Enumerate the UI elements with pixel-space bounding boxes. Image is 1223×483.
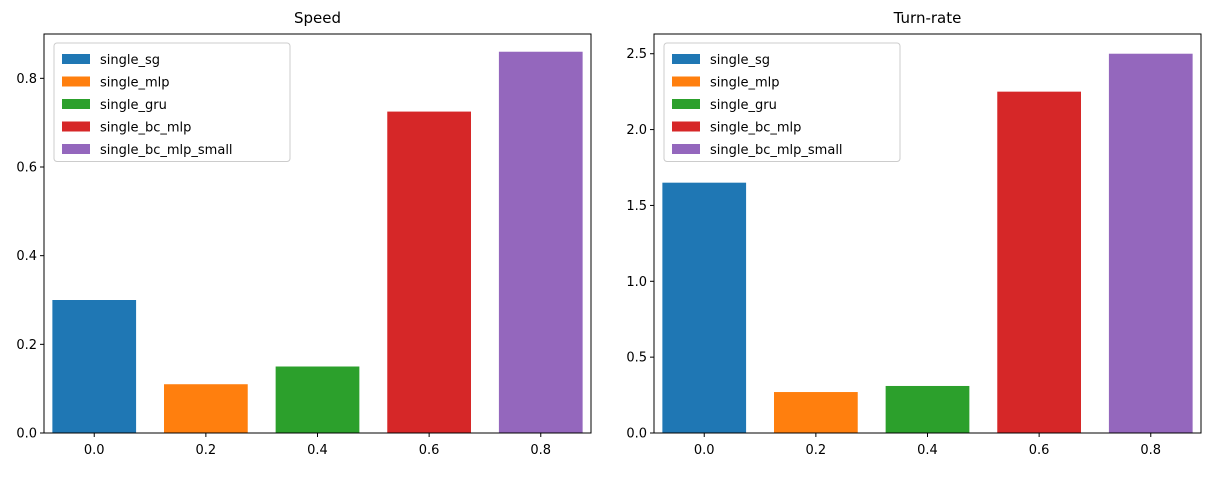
chart0-xtick-label: 0.6 bbox=[419, 443, 440, 458]
chart0-ytick-label: 0.0 bbox=[16, 427, 37, 442]
chart1-legend-swatch-single_bc_mlp_small bbox=[672, 144, 700, 154]
chart1-title: Turn-rate bbox=[893, 9, 962, 27]
chart0-legend-swatch-single_bc_mlp_small bbox=[62, 144, 90, 154]
chart0-bar-single_bc_mlp bbox=[387, 111, 471, 433]
chart0-xtick-label: 0.4 bbox=[307, 443, 328, 458]
chart1-ytick-label: 0.5 bbox=[626, 351, 647, 366]
chart0-legend-label-single_bc_mlp_small: single_bc_mlp_small bbox=[100, 143, 233, 158]
chart1-legend-swatch-single_mlp bbox=[672, 76, 700, 87]
chart0-legend-swatch-single_gru bbox=[62, 99, 90, 109]
chart0-legend-swatch-single_sg bbox=[62, 54, 90, 64]
chart1-bar-single_sg bbox=[662, 182, 747, 433]
chart1-bar-single_bc_mlp bbox=[997, 91, 1081, 433]
chart0-bar-single_sg bbox=[52, 300, 137, 433]
chart1-legend-swatch-single_bc_mlp bbox=[672, 121, 700, 132]
chart0-legend-swatch-single_mlp bbox=[62, 76, 90, 87]
chart0-legend-swatch-single_bc_mlp bbox=[62, 121, 90, 132]
chart1-panel: 0.0 0.2 0.4 0.6 0.8 0.0 0.5 1.0 1.5 2.0 2.5 Turn-ra… bbox=[626, 9, 1202, 458]
chart1-legend bbox=[663, 42, 901, 162]
chart1-legend-label-single_bc_mlp_small: single_bc_mlp_small bbox=[710, 143, 843, 158]
chart1-legend-label-single_bc_mlp: single_bc_mlp bbox=[710, 121, 801, 136]
chart1-ytick-label: 2.0 bbox=[626, 123, 647, 138]
chart0-ytick-label: 0.6 bbox=[16, 161, 37, 176]
chart1-xtick-label: 0.0 bbox=[694, 443, 715, 458]
chart1-bar-single_mlp bbox=[774, 392, 858, 433]
chart1-ytick-label: 0.0 bbox=[626, 427, 647, 442]
chart1-xtick-label: 0.6 bbox=[1029, 443, 1050, 458]
chart1-bar-single_gru bbox=[885, 385, 970, 433]
chart0-ytick-label: 0.8 bbox=[16, 72, 37, 87]
chart1-bar-single_bc_mlp_small bbox=[1108, 53, 1193, 433]
chart1-xtick-label: 0.2 bbox=[806, 443, 827, 458]
chart1-legend-label-single_sg: single_sg bbox=[710, 53, 770, 68]
chart0-xtick-label: 0.2 bbox=[196, 443, 217, 458]
chart1-legend-swatch-single_gru bbox=[672, 99, 700, 109]
chart1-legend-swatch-single_sg bbox=[672, 54, 700, 64]
chart1-legend-label-single_mlp: single_mlp bbox=[710, 76, 780, 91]
chart0-bar-single_mlp bbox=[164, 384, 248, 433]
chart0-ytick-label: 0.4 bbox=[16, 249, 37, 264]
chart0-xtick-label: 0.8 bbox=[530, 443, 551, 458]
chart0-ytick-label: 0.2 bbox=[16, 338, 37, 353]
chart0-panel: 0.0 0.2 0.4 0.6 0.8 0.0 0.2 0.4 0.6 0.8 Speed singl… bbox=[16, 9, 592, 458]
chart0-title: Speed bbox=[294, 9, 341, 27]
chart0-legend-label-single_bc_mlp: single_bc_mlp bbox=[100, 121, 191, 136]
chart0-bar-single_bc_mlp_small bbox=[498, 51, 583, 433]
chart0-legend-label-single_gru: single_gru bbox=[100, 98, 167, 113]
chart1-xtick-label: 0.8 bbox=[1140, 443, 1161, 458]
chart1-ytick-label: 1.0 bbox=[626, 275, 647, 290]
chart0-legend bbox=[53, 42, 291, 162]
chart0-legend-label-single_mlp: single_mlp bbox=[100, 76, 170, 91]
chart1-ytick-label: 1.5 bbox=[626, 199, 647, 214]
chart1-legend-label-single_gru: single_gru bbox=[710, 98, 777, 113]
chart0-bar-single_gru bbox=[275, 366, 360, 433]
chart0-legend-label-single_sg: single_sg bbox=[100, 53, 160, 68]
chart1-xtick-label: 0.4 bbox=[917, 443, 938, 458]
chart0-xtick-label: 0.0 bbox=[84, 443, 105, 458]
chart1-ytick-label: 2.5 bbox=[626, 47, 647, 62]
